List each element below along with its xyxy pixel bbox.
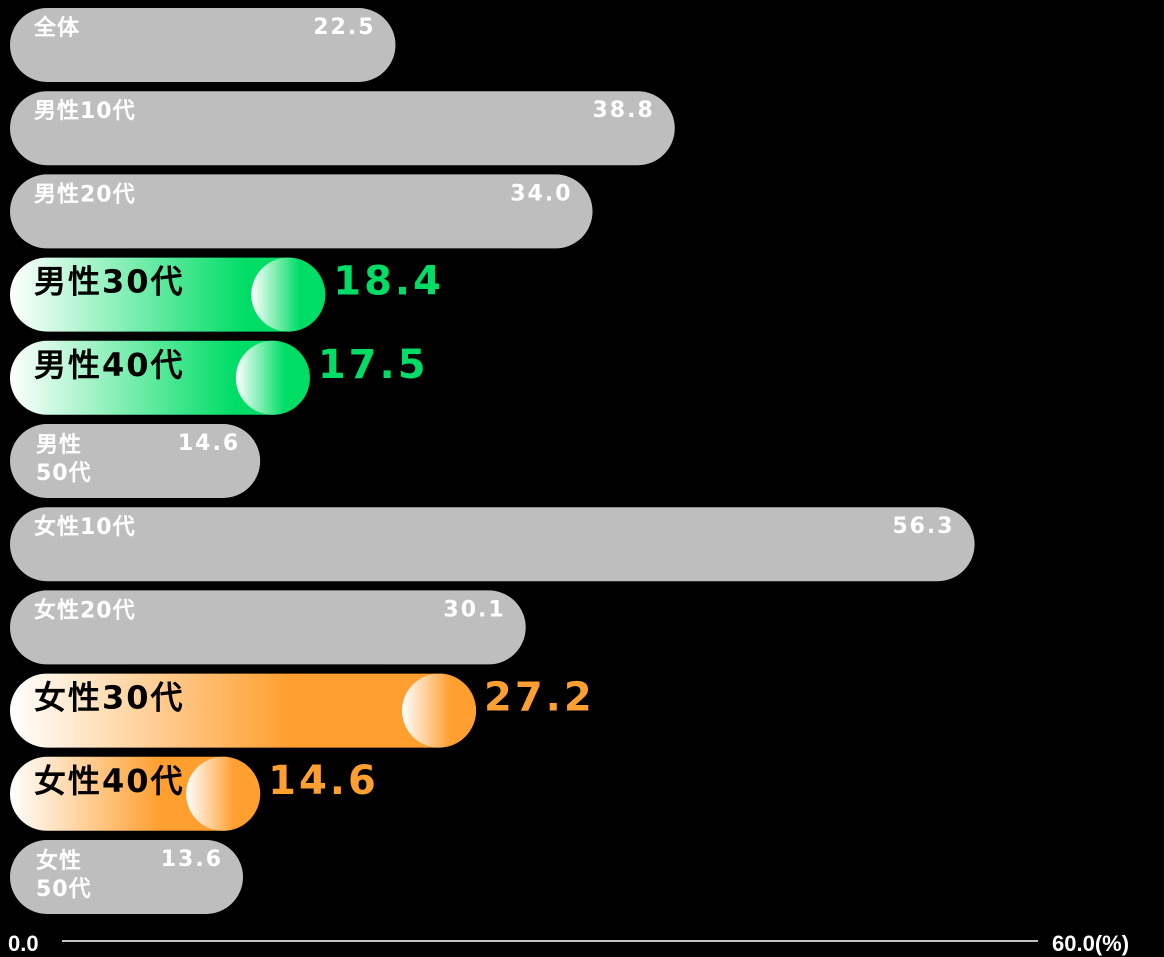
category-label: 男性20代	[34, 182, 136, 207]
category-label: 女性	[36, 848, 82, 874]
bars-group: 全体 22.5 男性10代 38.8 男性20代 34.0 男性30代 18.4 男性40代 17…	[10, 8, 975, 914]
category-label: 全体	[33, 15, 80, 41]
bar-end-cap	[186, 756, 261, 831]
bar-row: 男性 50代 14.6	[10, 424, 261, 498]
bar	[10, 340, 310, 415]
bar	[10, 257, 326, 332]
value-label: 17.5	[318, 342, 429, 388]
category-label: 男性	[36, 433, 82, 458]
value-label: 38.8	[592, 98, 654, 123]
bar-row: 女性30代 27.2	[10, 673, 595, 748]
category-label: 女性30代	[34, 679, 185, 717]
category-label: 50代	[36, 877, 92, 902]
axis-max-label: 60.0(%)	[1052, 931, 1129, 956]
axis-min-label: 0.0	[8, 931, 39, 956]
axis-max-value: 60.0	[1052, 931, 1095, 956]
category-label: 男性30代	[34, 263, 185, 301]
bar-end-cap	[251, 257, 326, 332]
bar-row: 男性20代 34.0	[10, 174, 593, 249]
value-label: 30.1	[443, 597, 505, 622]
category-label: 男性40代	[34, 346, 185, 384]
axis-unit: (%)	[1095, 931, 1129, 956]
value-label: 18.4	[333, 259, 444, 305]
value-label: 14.6	[268, 758, 379, 804]
bar	[10, 8, 396, 82]
value-label: 22.5	[313, 15, 375, 40]
category-label: 男性10代	[34, 99, 136, 124]
bar	[10, 840, 244, 914]
bar	[10, 673, 477, 748]
bar	[10, 91, 675, 166]
bar-row: 男性30代 18.4	[10, 257, 444, 332]
bar-end-cap	[402, 673, 477, 748]
bar-row: 全体 22.5	[10, 8, 396, 82]
bar-row: 女性 50代 13.6	[10, 840, 244, 914]
x-axis: 0.0 60.0(%)	[8, 931, 1129, 956]
value-label: 14.6	[178, 431, 240, 456]
bar	[10, 174, 593, 249]
bar-end-cap	[235, 340, 310, 415]
bar-row: 女性40代 14.6	[10, 756, 379, 831]
value-label: 27.2	[484, 675, 595, 721]
bar-row: 男性10代 38.8	[10, 91, 675, 166]
bar	[10, 590, 526, 665]
category-label: 女性20代	[34, 597, 136, 623]
bar-row: 女性10代 56.3	[10, 507, 975, 582]
value-label: 34.0	[510, 181, 572, 206]
bar	[10, 507, 975, 582]
bar	[10, 424, 261, 498]
category-label: 50代	[36, 461, 92, 486]
bar-row: 男性40代 17.5	[10, 340, 429, 415]
value-label: 13.6	[161, 847, 223, 872]
category-label: 女性40代	[34, 762, 185, 800]
value-label: 56.3	[892, 514, 954, 539]
category-label: 女性10代	[34, 514, 136, 540]
bar-row: 女性20代 30.1	[10, 590, 526, 665]
